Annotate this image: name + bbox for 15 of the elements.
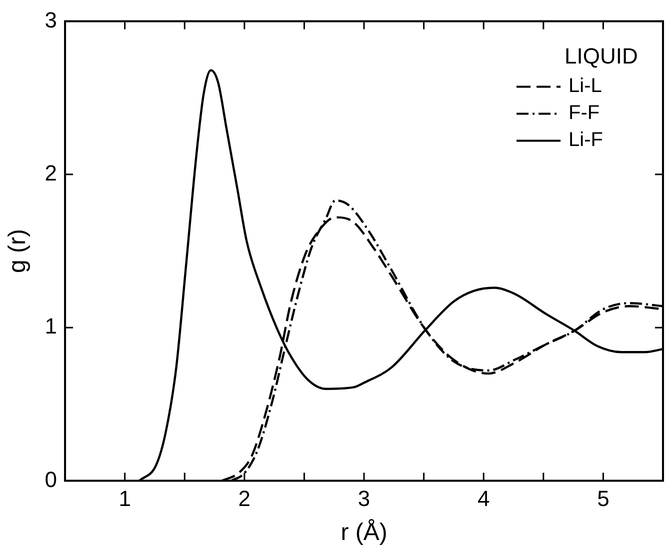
y-tick-label: 1 [44,314,58,339]
y-axis-title: g (r) [4,229,32,273]
x-tick-label: 5 [597,486,610,512]
x-tick-label: 2 [238,486,251,512]
x-tick-label: 3 [358,486,370,512]
y-tick-label: 3 [44,7,58,32]
legend-label: F-F [568,102,600,124]
y-tick-label: 2 [44,160,58,186]
x-tick-label: 1 [118,486,131,512]
x-axis-title: r (Å) [340,519,388,546]
y-tick-label: 0 [44,466,58,492]
legend-label: Li-F [568,129,604,152]
x-tick-label: 4 [477,486,490,512]
legend-title: LIQUID [564,43,638,68]
legend-label: Li-L [568,75,602,98]
